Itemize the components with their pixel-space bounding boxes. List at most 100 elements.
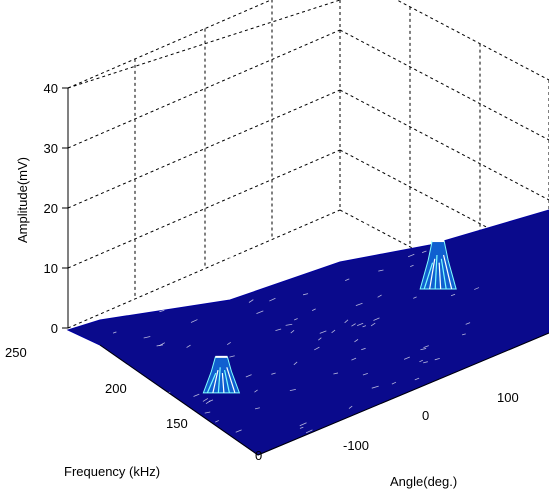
- z-tick-label-3: 30: [44, 141, 58, 156]
- surface-mesh-mark-33: [423, 361, 428, 364]
- surface-mesh-mark-19: [364, 222, 371, 226]
- surface-mesh-mark-79: [229, 355, 235, 358]
- peak-ridge-1-5: [442, 254, 453, 290]
- surface-mesh-mark-4: [423, 345, 429, 348]
- gridline-z-left-2: [67, 89, 341, 209]
- peak-ridge-0-0: [206, 372, 217, 394]
- surface-mesh-mark-53: [174, 297, 180, 301]
- peak-ridge-1-1: [429, 258, 436, 290]
- surface-mesh-mark-67: [407, 253, 415, 258]
- surface: [66, 209, 549, 456]
- surface-mesh-mark-73: [192, 285, 199, 290]
- surface-mesh-mark-13: [254, 407, 260, 410]
- peak-ridge-0-5: [226, 367, 236, 394]
- z-tick-label-0: 0: [51, 321, 58, 336]
- x-tick-label-1: 0: [422, 408, 429, 423]
- surface-mesh-mark-54: [465, 322, 471, 325]
- surface-mesh-mark-47: [319, 330, 327, 334]
- surface-mesh-mark-75: [450, 293, 456, 297]
- surface-mesh-mark-48: [202, 398, 209, 402]
- surface-mesh-mark-20: [414, 377, 420, 381]
- surface-mesh-mark-24: [224, 282, 231, 286]
- gridline-z-back-3: [339, 29, 549, 141]
- x-tick-label-0: -100: [343, 438, 369, 453]
- surface-mesh-mark-86: [204, 411, 211, 414]
- surface-mesh-mark-35: [248, 299, 254, 303]
- surface-mesh-mark-30: [391, 381, 397, 385]
- surface-mesh-mark-16: [226, 289, 232, 292]
- gridline-z-left-3: [67, 29, 341, 149]
- surface-mesh-mark-68: [226, 341, 231, 346]
- surface-mesh-mark-58: [285, 323, 293, 326]
- surface-mesh-mark-9: [354, 339, 359, 343]
- peak-1: [419, 240, 457, 290]
- surface-mesh-mark-57: [348, 405, 353, 409]
- surface-mesh-mark-26: [235, 429, 242, 433]
- z-tick-label-2: 20: [44, 201, 58, 216]
- z-tick-label-1: 10: [44, 261, 58, 276]
- surface-mesh-mark-27: [284, 255, 290, 260]
- surface-mesh-mark-64: [413, 296, 417, 299]
- surface-mesh-mark-0: [294, 318, 298, 321]
- peak-ridge-1-3: [438, 262, 442, 290]
- surface-mesh-mark-12: [356, 322, 364, 326]
- gridline-z-left-4: [67, 0, 273, 89]
- surface-mesh-mark-72: [362, 325, 367, 328]
- surface-mesh-mark-80: [302, 293, 309, 296]
- x-tick-label-2: 100: [497, 390, 519, 405]
- surface-mesh-mark-37: [112, 331, 117, 334]
- y-axis-line: [99, 344, 259, 456]
- surface-mesh-mark-28: [299, 426, 304, 429]
- y-axis-label: Frequency (kHz): [64, 464, 160, 479]
- surface-mesh-mark-1: [290, 330, 295, 334]
- surface-mesh-mark-78: [362, 372, 368, 376]
- y-tick-label-2: 150: [166, 416, 188, 431]
- peak-ridge-0-3: [221, 373, 225, 393]
- surface-mesh-mark-77: [378, 269, 384, 272]
- surface-mesh-mark-83: [256, 310, 264, 314]
- surface-mesh-mark-44: [228, 255, 235, 259]
- surface-mesh-mark-5: [299, 422, 307, 427]
- x-axis-line: [257, 332, 549, 456]
- surface-mesh-mark-52: [186, 344, 191, 348]
- peak-ridge-0-2: [217, 367, 221, 393]
- peak-ridge-1-0: [423, 262, 434, 290]
- surface-mesh-mark-89: [215, 420, 219, 423]
- surface-mesh-mark-14: [193, 393, 200, 397]
- peak-ridge-0-4: [224, 370, 230, 393]
- z-axis-label: Amplitude(mV): [15, 157, 30, 243]
- surface-mesh-mark-59: [333, 372, 339, 375]
- y-tick-label-3: 0: [255, 448, 262, 463]
- surface-mesh-mark-76: [205, 400, 211, 405]
- surface-mesh-mark-63: [335, 216, 341, 220]
- surface-mesh-mark-18: [190, 319, 198, 323]
- surface-mesh-mark-40: [331, 329, 336, 334]
- gridline-z-back-4: [395, 0, 549, 81]
- surface-mesh-mark-56: [351, 357, 357, 361]
- surface-mesh-mark-62: [377, 294, 382, 298]
- peak-ridge-0-1: [212, 370, 219, 393]
- surface-mesh-mark-49: [420, 348, 427, 351]
- surface-mesh-mark-38: [254, 389, 258, 393]
- y-tick-label-0: 250: [5, 345, 27, 360]
- peak-0: [202, 355, 241, 394]
- surface-mesh-mark-2: [351, 323, 356, 327]
- surface-mesh-mark-46: [373, 317, 380, 321]
- surface-mesh-mark-10: [293, 361, 298, 366]
- surface-mesh-mark-74: [224, 285, 230, 288]
- surface-mesh-mark-22: [153, 296, 158, 300]
- gridline-z-left-0: [67, 209, 341, 329]
- surface-mesh-mark-21: [245, 374, 252, 378]
- x-axis-label: Angle(deg.): [390, 474, 457, 489]
- peak-ridge-1-2: [434, 254, 438, 290]
- surface-mesh-mark-85: [361, 246, 368, 250]
- surface-mesh-mark-15: [474, 287, 480, 290]
- surface-mesh-mark-55: [410, 264, 414, 267]
- surface-mesh-mark-8: [120, 305, 126, 309]
- surface-mesh-mark-82: [419, 359, 423, 363]
- gridline-z-left-1: [67, 149, 341, 269]
- surface-mesh-mark-3: [434, 357, 440, 361]
- surface-mesh-mark-7: [275, 328, 282, 331]
- surface-mesh-mark-42: [207, 270, 215, 273]
